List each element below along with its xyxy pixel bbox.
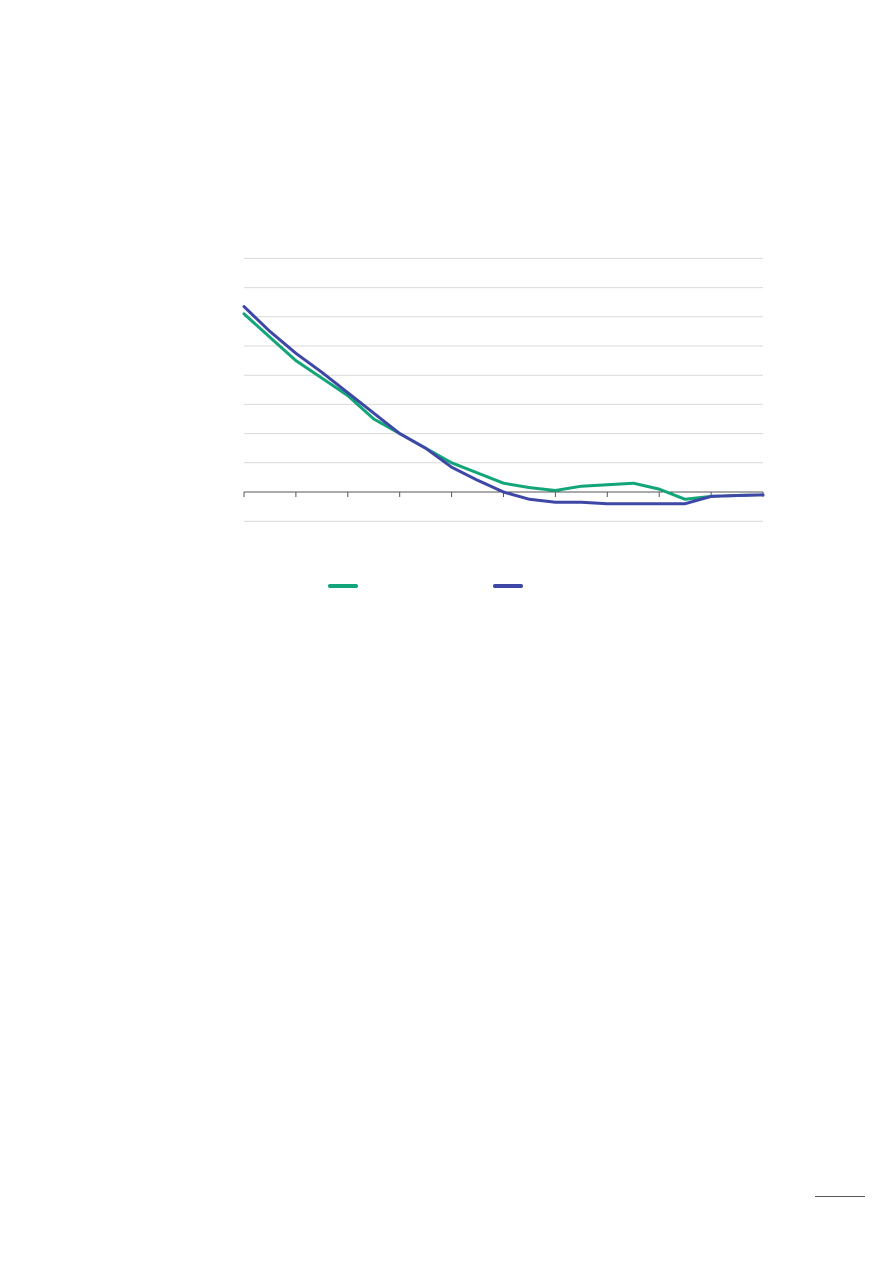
legend-item-series-b	[493, 584, 529, 588]
legend-item-series-a	[328, 584, 364, 588]
legend-swatch-series-a	[328, 584, 358, 588]
footer-rule	[815, 1196, 865, 1197]
series-line-b	[242, 305, 765, 506]
legend-swatch-series-b	[493, 584, 523, 588]
series-line-a	[242, 312, 765, 501]
